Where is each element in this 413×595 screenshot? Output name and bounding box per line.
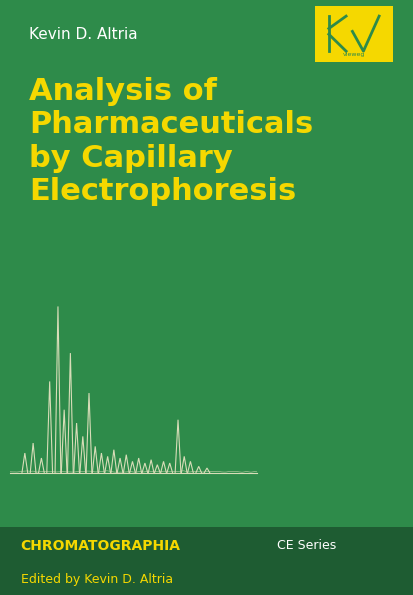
- Text: CE Series: CE Series: [277, 539, 336, 552]
- Text: Analysis of
Pharmaceuticals
by Capillary
Electrophoresis: Analysis of Pharmaceuticals by Capillary…: [29, 77, 313, 206]
- Text: Kevin D. Altria: Kevin D. Altria: [29, 27, 137, 42]
- Text: CHROMATOGRAPHIA: CHROMATOGRAPHIA: [21, 538, 180, 553]
- FancyBboxPatch shape: [314, 6, 392, 62]
- Text: Edited by Kevin D. Altria: Edited by Kevin D. Altria: [21, 574, 172, 587]
- Text: vieweg: vieweg: [342, 52, 364, 57]
- Bar: [0, 527, 413, 595]
